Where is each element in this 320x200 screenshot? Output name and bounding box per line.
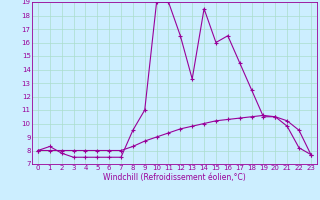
X-axis label: Windchill (Refroidissement éolien,°C): Windchill (Refroidissement éolien,°C) — [103, 173, 246, 182]
